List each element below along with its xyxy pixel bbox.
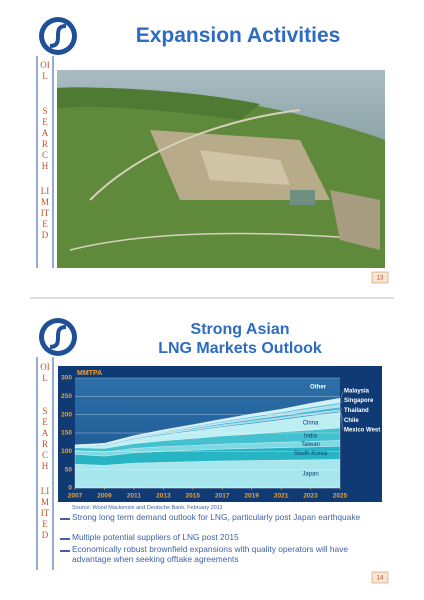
logo: [39, 318, 77, 356]
source-note: Source: Wood Mackenzie and Deutsche Bank…: [72, 505, 223, 511]
y-tick-label: 200: [61, 411, 72, 418]
bullet-marker: [60, 550, 70, 552]
x-tick-label: 2025: [333, 493, 348, 500]
y-tick-label: 0: [68, 485, 72, 492]
leader-line: [339, 390, 344, 403]
x-tick-label: 2023: [303, 493, 318, 500]
bullet: Economically robust brownfield expansion…: [72, 544, 349, 564]
aerial-photo: [57, 70, 385, 268]
bullet-marker: [60, 538, 70, 540]
y-tick-label: 50: [65, 466, 73, 473]
bullet: Strong long term demand outlook for LNG,…: [72, 512, 361, 522]
sidebar-word: SEARCH: [41, 106, 49, 171]
x-tick-label: 2013: [156, 493, 171, 500]
leader-line: [339, 400, 344, 405]
x-tick-label: 2009: [97, 493, 112, 500]
logo: [39, 17, 77, 55]
slide-title: LNG Markets Outlook: [158, 340, 322, 357]
x-tick-label: 2011: [127, 493, 141, 500]
sidebar-word: LIMITED: [40, 186, 50, 240]
page-number: 13: [377, 276, 384, 282]
slide-title: Strong Asian: [191, 321, 290, 338]
sidebar-word: OIL: [40, 60, 50, 81]
series-label: China: [303, 421, 319, 427]
page-number: 14: [377, 576, 384, 582]
y-tick-label: 300: [61, 375, 72, 382]
series-label: Mexico West: [344, 428, 380, 434]
series-label: Japan: [302, 471, 318, 477]
y-tick-label: 100: [61, 448, 72, 455]
series-label: Chile: [344, 418, 359, 424]
y-axis-label: MMTPA: [77, 370, 102, 377]
area-band: [74, 397, 341, 446]
y-tick-label: 150: [61, 430, 72, 437]
series-label: Singapore: [344, 398, 374, 404]
series-label: South Korea: [294, 451, 328, 457]
y-tick-label: 250: [61, 393, 72, 400]
series-label: Thailand: [344, 408, 369, 414]
page-box: [371, 271, 389, 284]
leader-line: [339, 409, 344, 421]
x-tick-label: 2021: [274, 493, 289, 500]
sidebar-word: OIL: [40, 362, 50, 383]
x-tick-label: 2019: [244, 493, 259, 500]
slide-title: Expansion Activities: [136, 24, 341, 47]
sidebar-word: LIMITED: [40, 486, 50, 540]
bullet-marker: [60, 518, 70, 520]
page-box: [371, 571, 389, 584]
series-label: Malaysia: [344, 388, 370, 394]
x-tick-label: 2017: [215, 493, 230, 500]
x-tick-label: 2015: [186, 493, 201, 500]
leader-line: [339, 410, 344, 431]
chart: 0 50 100 150 200 250 300 2007 2009 2011 2013 2015 20…: [61, 370, 380, 500]
series-label: India: [304, 433, 318, 439]
bullet: Multiple potential suppliers of LNG post…: [72, 532, 239, 542]
x-tick-label: 2007: [68, 493, 83, 500]
series-label: Other: [310, 385, 327, 391]
series-label: Taiwan: [301, 442, 320, 448]
sidebar-word: SEARCH: [41, 406, 49, 471]
leader-line: [339, 406, 344, 411]
